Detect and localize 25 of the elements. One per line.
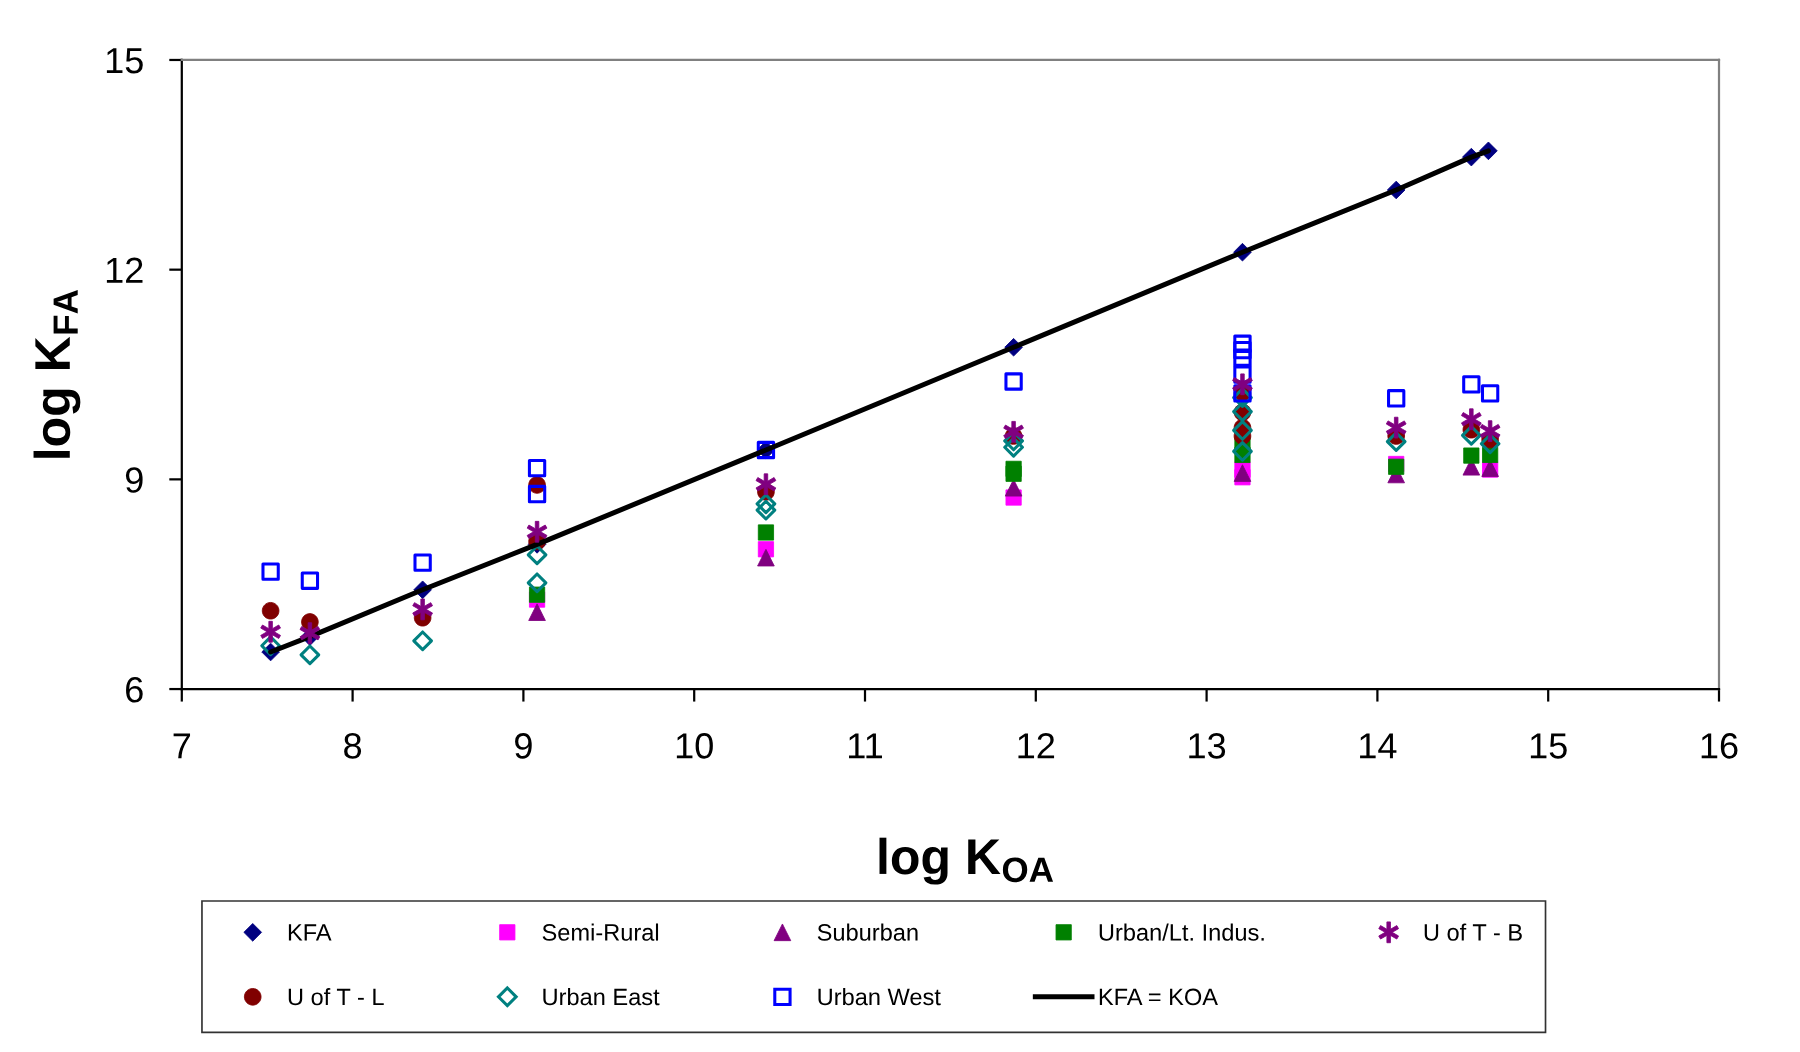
x-tick-label: 9 [515,733,532,759]
x-tick-label: 13 [1189,733,1226,759]
x-tick-label: 12 [1018,733,1055,759]
x-tick-label: 8 [344,733,362,759]
x-tick-label: 14 [1360,733,1397,759]
legend-label: U of T - B [1424,923,1522,941]
y-tick-label: 9 [125,467,143,493]
legend-label: KFA [288,924,332,941]
legend-label: KFA = KOA [1099,988,1218,1006]
legend-label: Semi-Rural [542,923,659,941]
x-tick-label: 15 [1530,733,1567,759]
y-tick-label: 12 [106,257,143,283]
y-tick-label: 15 [106,48,143,74]
y-axis-title: log K$_{FA}$ [33,290,81,458]
y-tick-label: 6 [126,676,143,703]
legend-label: Suburban [817,923,918,941]
legend-label: Urban/Lt. Indus. [1099,923,1264,941]
legend-label: Urban West [818,987,941,1006]
legend-label: U of T - L [288,988,384,1006]
x-axis-title: log K$_{OA}$ [879,837,1054,885]
legend-label: Urban East [543,987,660,1006]
x-tick-label: 11 [849,733,882,759]
x-tick-label: 7 [173,733,191,759]
x-tick-label: 10 [676,733,713,759]
x-tick-label: 16 [1701,733,1738,759]
